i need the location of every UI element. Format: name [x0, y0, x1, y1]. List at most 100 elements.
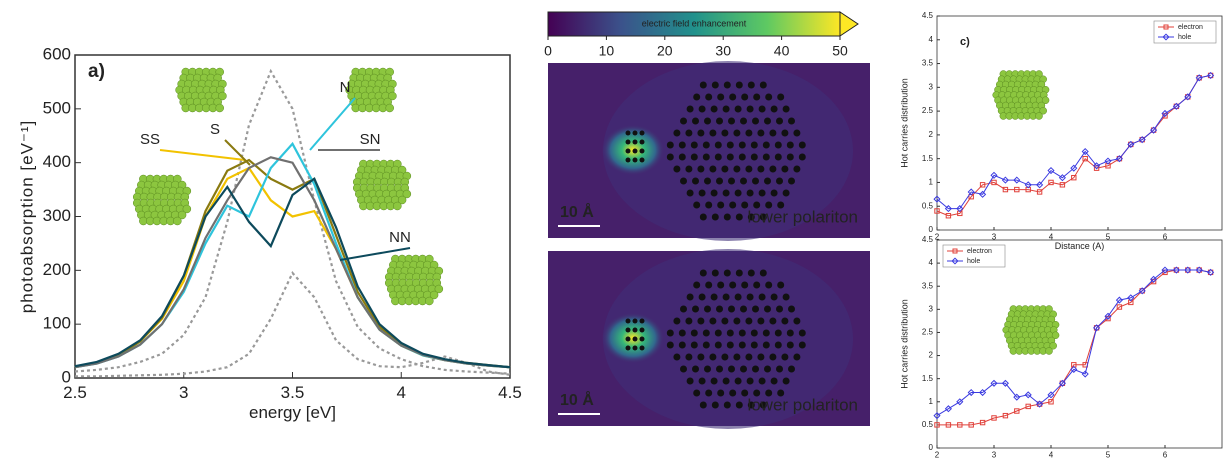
atom [685, 318, 692, 325]
series-label: N [340, 79, 351, 96]
atom [716, 306, 723, 313]
atom [777, 94, 784, 101]
atom [739, 330, 746, 337]
atom [703, 142, 710, 149]
atom [667, 142, 674, 149]
colorbar-tick-label: 30 [715, 43, 731, 59]
atom [697, 354, 704, 361]
atom [717, 282, 724, 289]
atom-sketch [393, 202, 401, 210]
atom [721, 318, 728, 325]
figure: 2.533.544.50100200300400500600energy [eV… [0, 0, 1225, 459]
atom [700, 82, 707, 89]
atom [721, 130, 728, 137]
atom [757, 318, 764, 325]
atom [685, 166, 692, 173]
atom [765, 282, 772, 289]
atom [640, 319, 645, 324]
atom [752, 178, 759, 185]
atom [763, 330, 770, 337]
x-tick-label: 2 [935, 450, 940, 459]
colorbar-tick-label: 20 [657, 43, 673, 59]
series-label: NN [389, 229, 411, 246]
atom [633, 149, 638, 154]
atom [687, 106, 694, 113]
atom [685, 130, 692, 137]
atom [626, 346, 631, 351]
atom [727, 154, 734, 161]
atom [687, 190, 694, 197]
atom [752, 306, 759, 313]
atom [673, 318, 680, 325]
plot-frame [937, 240, 1222, 448]
y-tick-label: 3 [929, 82, 934, 91]
atom [728, 306, 735, 313]
atom [680, 306, 687, 313]
x-tick-label: 6 [1163, 450, 1168, 459]
atom [640, 328, 645, 333]
atom [693, 202, 700, 209]
colorbar-label: electric field enhancement [642, 18, 747, 28]
y-tick-label: 3 [929, 304, 934, 313]
atom [757, 130, 764, 137]
atom [729, 202, 736, 209]
atom [721, 354, 728, 361]
atom-sketch [425, 297, 433, 305]
atom [699, 378, 706, 385]
caption: lower polariton [747, 395, 858, 414]
atom [667, 154, 674, 161]
series-line [937, 270, 1211, 416]
atom [793, 166, 800, 173]
atom [771, 294, 778, 301]
y-tick-label: 500 [43, 98, 71, 117]
atom [745, 130, 752, 137]
y-tick-label: 1 [929, 397, 934, 406]
atom [788, 118, 795, 125]
atom [747, 378, 754, 385]
atom [753, 282, 760, 289]
y-tick-label: 1.5 [922, 374, 934, 383]
y-tick-label: 4.5 [922, 11, 934, 20]
atom [776, 306, 783, 313]
atom [691, 330, 698, 337]
atom [799, 142, 806, 149]
callout-line [225, 140, 250, 165]
atom [769, 354, 776, 361]
atom [723, 294, 730, 301]
atom [775, 330, 782, 337]
atom [764, 366, 771, 373]
atom [633, 346, 638, 351]
atom [769, 130, 776, 137]
caption: lower polariton [747, 207, 858, 226]
atom [692, 178, 699, 185]
atom [759, 190, 766, 197]
atom [633, 319, 638, 324]
atom [633, 337, 638, 342]
atom-sketch [1036, 113, 1043, 120]
atom [729, 94, 736, 101]
atom [693, 282, 700, 289]
colorbar-extend [840, 12, 858, 36]
atom [740, 366, 747, 373]
series-line [937, 270, 1211, 425]
atom [757, 354, 764, 361]
atom [735, 294, 742, 301]
atom [788, 366, 795, 373]
atom [751, 142, 758, 149]
atom [685, 354, 692, 361]
atom [693, 390, 700, 397]
atom [680, 366, 687, 373]
atom [776, 118, 783, 125]
atom [633, 131, 638, 136]
atom [640, 346, 645, 351]
atom [733, 130, 740, 137]
atom [765, 94, 772, 101]
x-axis-label: energy [eV] [249, 403, 336, 422]
colorbar-tick-label: 40 [774, 43, 790, 59]
panel-label: c) [960, 36, 970, 48]
atom [781, 318, 788, 325]
x-tick-label: 4.5 [498, 383, 522, 402]
atom [680, 178, 687, 185]
scale-bar-label: 10 Å [560, 390, 594, 409]
x-tick-label: 4 [1049, 450, 1054, 459]
